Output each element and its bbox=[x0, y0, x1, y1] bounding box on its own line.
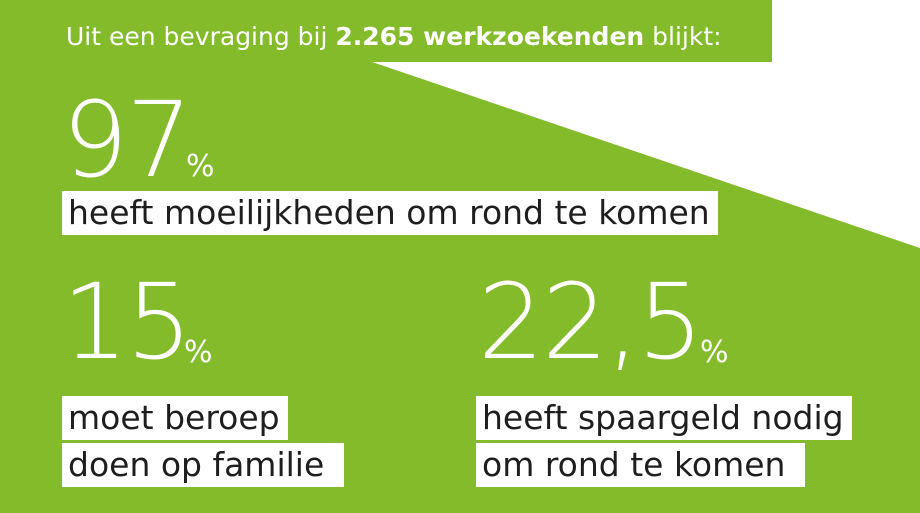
header: Uit een bevraging bij 2.265 werkzoekende… bbox=[66, 22, 722, 51]
header-text: blijkt: bbox=[644, 22, 722, 51]
stat-number: 22,5 bbox=[478, 261, 704, 383]
stat-unit: % bbox=[700, 335, 729, 370]
stat-number: 15 bbox=[62, 261, 192, 383]
stat-label: moet beroep bbox=[62, 396, 288, 440]
header-text: Uit een bevraging bij bbox=[66, 22, 336, 51]
stat-unit: % bbox=[186, 149, 215, 184]
stat-number: 97 bbox=[62, 79, 192, 201]
stat-label: heeft moeilijkheden om rond te komen bbox=[62, 191, 718, 235]
stat-label: om rond te komen bbox=[476, 443, 806, 487]
stat-label: heeft spaargeld nodig bbox=[476, 396, 852, 440]
stat-label: doen op familie bbox=[62, 443, 345, 487]
stat-unit: % bbox=[184, 335, 213, 370]
header-highlight: 2.265 werkzoekenden bbox=[335, 22, 645, 51]
